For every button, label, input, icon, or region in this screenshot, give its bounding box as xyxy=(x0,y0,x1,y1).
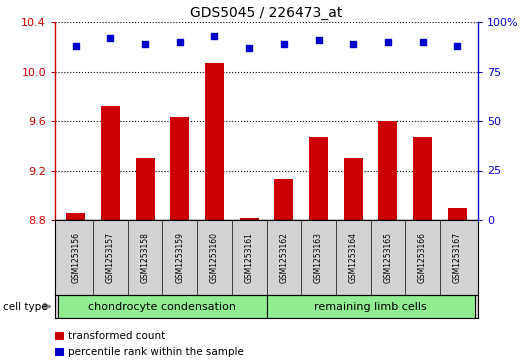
Text: percentile rank within the sample: percentile rank within the sample xyxy=(68,347,244,357)
Title: GDS5045 / 226473_at: GDS5045 / 226473_at xyxy=(190,5,343,20)
Text: GSM1253164: GSM1253164 xyxy=(349,232,358,283)
Text: GSM1253166: GSM1253166 xyxy=(418,232,427,283)
Point xyxy=(314,37,323,43)
Text: GSM1253167: GSM1253167 xyxy=(453,232,462,283)
Text: GSM1253160: GSM1253160 xyxy=(210,232,219,283)
Bar xyxy=(66,213,85,220)
Text: GSM1253156: GSM1253156 xyxy=(71,232,81,283)
Bar xyxy=(274,179,293,220)
Point xyxy=(106,35,115,41)
Text: GSM1253158: GSM1253158 xyxy=(141,232,150,283)
Text: GSM1253162: GSM1253162 xyxy=(279,232,288,283)
Bar xyxy=(378,121,397,220)
Bar xyxy=(59,295,267,318)
Point xyxy=(141,41,150,47)
Bar xyxy=(205,63,224,220)
Bar xyxy=(267,295,474,318)
Bar xyxy=(344,158,363,220)
Bar xyxy=(413,137,432,220)
Point xyxy=(210,33,219,39)
Text: chondrocyte condensation: chondrocyte condensation xyxy=(88,302,236,311)
Text: transformed count: transformed count xyxy=(68,331,165,341)
Text: GSM1253161: GSM1253161 xyxy=(245,232,254,283)
Bar xyxy=(170,117,189,220)
Point xyxy=(384,39,392,45)
Text: GSM1253163: GSM1253163 xyxy=(314,232,323,283)
Point xyxy=(453,43,461,49)
Text: cell type: cell type xyxy=(3,302,47,311)
Text: GSM1253165: GSM1253165 xyxy=(383,232,392,283)
Point xyxy=(280,41,288,47)
Point xyxy=(72,43,80,49)
Point xyxy=(176,39,184,45)
Text: GSM1253159: GSM1253159 xyxy=(175,232,184,283)
Bar xyxy=(448,208,467,220)
Bar xyxy=(240,217,259,220)
Text: GSM1253157: GSM1253157 xyxy=(106,232,115,283)
Point xyxy=(349,41,357,47)
Point xyxy=(245,45,253,51)
Bar xyxy=(309,137,328,220)
Text: remaining limb cells: remaining limb cells xyxy=(314,302,427,311)
Bar xyxy=(135,158,155,220)
Bar xyxy=(101,106,120,220)
Point xyxy=(418,39,427,45)
